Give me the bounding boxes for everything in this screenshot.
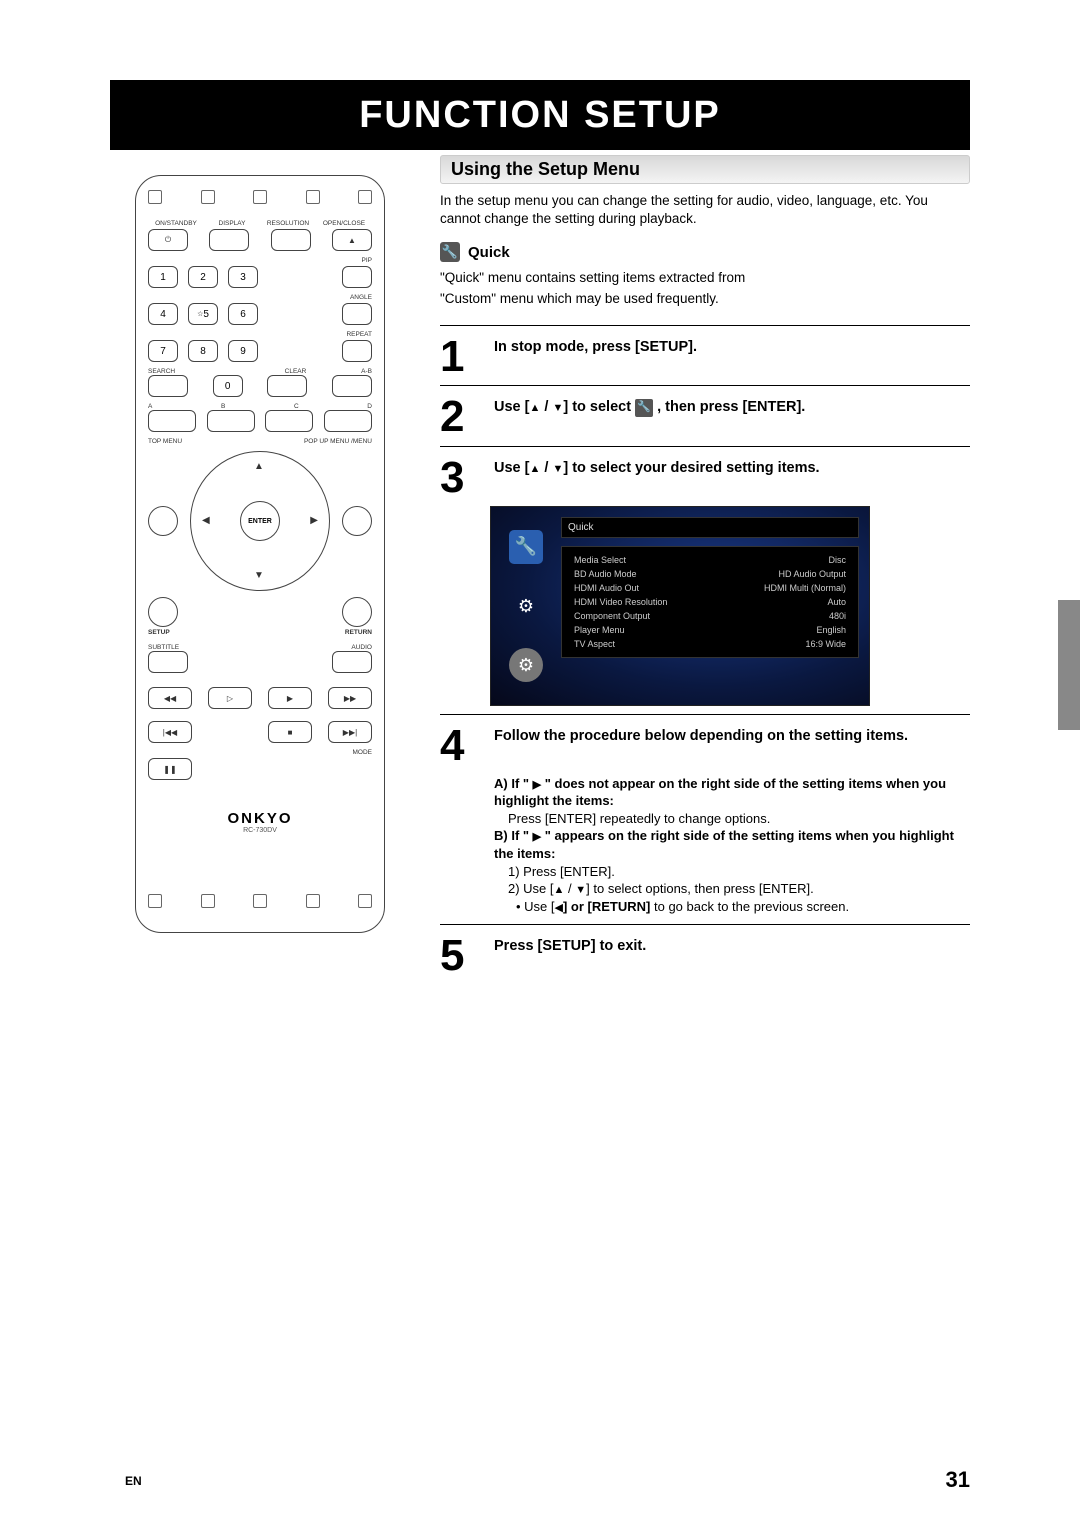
quick-heading: 🔧 Quick — [440, 242, 970, 262]
lang-label: EN — [125, 1474, 142, 1488]
ss-title: Quick — [561, 517, 859, 538]
remote-column: ON/STANDBY DISPLAY RESOLUTION OPEN/CLOSE… — [110, 155, 410, 1468]
menu-screenshot: 🔧 ⚙ ⚙ Quick Media SelectDisc BD Audio Mo… — [490, 506, 870, 706]
remote-top-labels: ON/STANDBY DISPLAY RESOLUTION OPEN/CLOSE — [148, 220, 372, 227]
setup-button — [148, 597, 178, 627]
ss-row: HDMI Video ResolutionAuto — [568, 595, 852, 609]
page-number: 31 — [946, 1467, 970, 1493]
ss-gear-icon: ⚙ — [509, 648, 543, 682]
remote-control-diagram: ON/STANDBY DISPLAY RESOLUTION OPEN/CLOSE… — [135, 175, 385, 933]
ss-row: Media SelectDisc — [568, 553, 852, 567]
page-title: FUNCTION SETUP — [110, 80, 970, 150]
dpad: ▲ ▼ ◀ ▶ ENTER — [190, 451, 330, 591]
ss-row: Component Output480i — [568, 609, 852, 623]
brand-label: ONKYO — [148, 810, 372, 827]
ss-row: Player MenuEnglish — [568, 623, 852, 637]
step-3: 3 Use [ / ] to select your desired setti… — [440, 446, 970, 496]
step-1: 1 In stop mode, press [SETUP]. — [440, 325, 970, 375]
step-4: 4 Follow the procedure below depending o… — [440, 714, 970, 764]
ss-settings-list: Media SelectDisc BD Audio ModeHD Audio O… — [561, 546, 859, 658]
ss-wrench-icon: 🔧 — [509, 530, 543, 564]
return-button — [342, 597, 372, 627]
section-heading: Using the Setup Menu — [440, 155, 970, 184]
model-label: RC-730DV — [148, 827, 372, 834]
quick-desc: "Quick" menu contains setting items extr… — [440, 268, 970, 309]
ss-sliders-icon: ⚙ — [509, 589, 543, 623]
step-4-detail: A) If " " does not appear on the right s… — [494, 775, 970, 917]
intro-text: In the setup menu you can change the set… — [440, 192, 970, 228]
ss-row: HDMI Audio OutHDMI Multi (Normal) — [568, 581, 852, 595]
step-2: 2 Use [ / ] to select 🔧 , then press [EN… — [440, 385, 970, 435]
wrench-icon: 🔧 — [440, 242, 460, 262]
step-5: 5 Press [SETUP] to exit. — [440, 924, 970, 974]
ss-row: BD Audio ModeHD Audio Output — [568, 567, 852, 581]
ss-row: TV Aspect16:9 Wide — [568, 637, 852, 651]
side-tab — [1058, 600, 1080, 730]
